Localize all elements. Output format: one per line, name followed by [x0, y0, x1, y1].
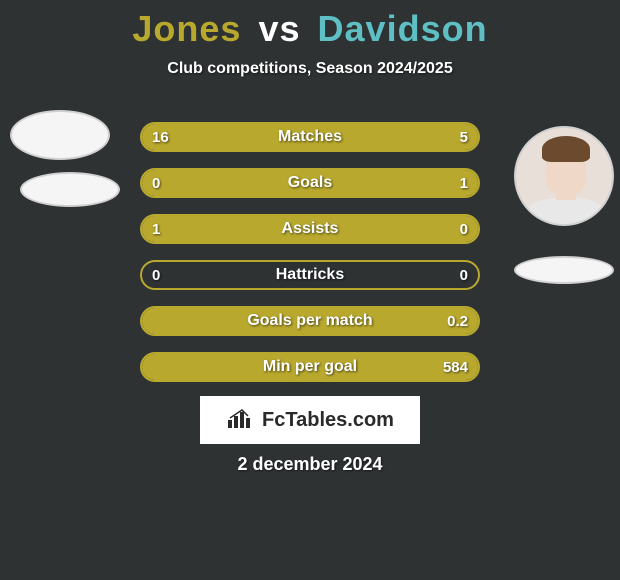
- stat-right-value: 0: [460, 262, 468, 288]
- stats-bars-container: 16 Matches 5 0 Goals 1 1 Assists 0 0 Hat…: [140, 122, 480, 398]
- avatar-right: [514, 126, 614, 226]
- stat-row: 0 Hattricks 0: [140, 260, 480, 290]
- stat-row: Min per goal 584: [140, 352, 480, 382]
- stat-label: Goals: [142, 170, 478, 196]
- footer-logo-text: FcTables.com: [262, 409, 394, 432]
- footer-date: 2 december 2024: [0, 454, 620, 475]
- avatar-right-sub-placeholder: [514, 256, 614, 284]
- stat-right-value: 0.2: [447, 308, 468, 334]
- stat-label: Min per goal: [142, 354, 478, 380]
- vs-separator: vs: [258, 8, 300, 49]
- stat-right-value: 584: [443, 354, 468, 380]
- stat-right-value: 0: [460, 216, 468, 242]
- avatar-shirt: [526, 198, 606, 226]
- stat-row: Goals per match 0.2: [140, 306, 480, 336]
- subtitle: Club competitions, Season 2024/2025: [0, 60, 620, 78]
- avatar-left-sub-placeholder: [20, 172, 120, 207]
- stat-row: 1 Assists 0: [140, 214, 480, 244]
- comparison-title: Jones vs Davidson: [0, 0, 620, 50]
- chart-icon: [226, 406, 256, 435]
- stat-label: Goals per match: [142, 308, 478, 334]
- footer-logo: FcTables.com: [200, 396, 420, 444]
- stat-right-value: 1: [460, 170, 468, 196]
- stat-right-value: 5: [460, 124, 468, 150]
- stat-label: Hattricks: [142, 262, 478, 288]
- avatar-hair: [542, 136, 590, 162]
- stat-row: 0 Goals 1: [140, 168, 480, 198]
- stat-label: Matches: [142, 124, 478, 150]
- stat-label: Assists: [142, 216, 478, 242]
- stat-row: 16 Matches 5: [140, 122, 480, 152]
- avatar-left-placeholder: [10, 110, 110, 160]
- player-right-name: Davidson: [318, 8, 488, 49]
- player-left-name: Jones: [132, 8, 241, 49]
